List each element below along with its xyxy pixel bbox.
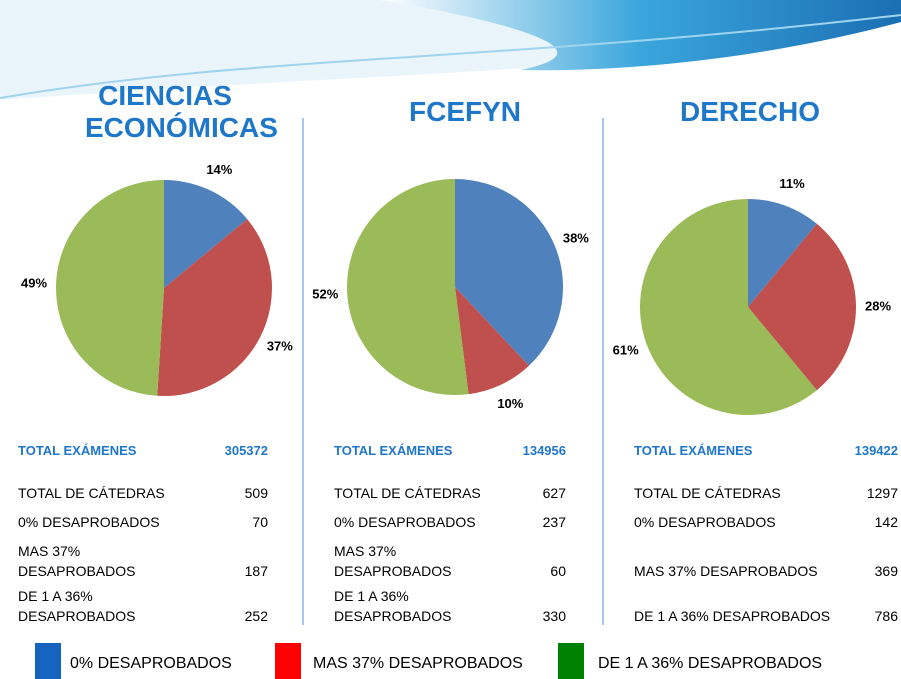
table-total: 139422 xyxy=(854,443,898,458)
table-header: TOTAL EXÁMENES xyxy=(334,443,453,458)
row-label: 0% DESAPROBADOS xyxy=(18,514,160,530)
row-label: TOTAL DE CÁTEDRAS xyxy=(634,485,781,501)
chart-title: DERECHO xyxy=(679,96,820,127)
row-value: 60 xyxy=(550,563,566,579)
legend-label: 0% DESAPROBADOS xyxy=(70,655,232,672)
row-label: MAS 37% DESAPROBADOS xyxy=(18,543,136,579)
row-value: 330 xyxy=(542,608,566,624)
header-line xyxy=(0,14,901,99)
pie-slice xyxy=(748,223,857,391)
legend-swatch xyxy=(35,643,61,679)
row-value: 509 xyxy=(244,485,268,501)
row-label: TOTAL DE CÁTEDRAS xyxy=(18,485,165,501)
data-label: 10% xyxy=(497,396,523,411)
data-label: 52% xyxy=(312,287,338,302)
pie-slice xyxy=(455,179,564,366)
pie-slice xyxy=(748,199,817,307)
row-value: 187 xyxy=(244,563,268,579)
table-total: 134956 xyxy=(522,443,566,458)
legend-swatch xyxy=(558,643,584,679)
row-value: 627 xyxy=(542,485,566,501)
pie-slice xyxy=(55,180,165,396)
row-value: 70 xyxy=(252,514,268,530)
row-label: DE 1 A 36% DESAPROBADOS xyxy=(634,608,831,624)
legend-label: MAS 37% DESAPROBADOS xyxy=(313,655,523,672)
legend-swatch xyxy=(275,643,301,679)
table-total: 305372 xyxy=(224,443,268,458)
data-label: 38% xyxy=(563,231,589,246)
pie-slice xyxy=(640,199,817,415)
table-header: TOTAL EXÁMENES xyxy=(634,443,753,458)
pie-slice xyxy=(157,219,273,396)
pie-slice xyxy=(346,179,469,395)
data-label: 11% xyxy=(779,176,805,191)
row-value: 142 xyxy=(874,514,898,530)
pie-slice xyxy=(164,180,248,288)
row-value: 252 xyxy=(244,608,268,624)
row-value: 786 xyxy=(874,608,898,624)
header-wave xyxy=(380,0,901,71)
row-value: 237 xyxy=(542,514,566,530)
row-label: MAS 37% DESAPROBADOS xyxy=(334,543,452,579)
row-value: 1297 xyxy=(866,485,898,501)
row-label: 0% DESAPROBADOS xyxy=(334,514,476,530)
data-label: 61% xyxy=(613,342,639,357)
data-label: 14% xyxy=(206,162,232,177)
data-label: 49% xyxy=(21,275,47,290)
row-label: DE 1 A 36% DESAPROBADOS xyxy=(18,588,136,624)
pie-slice xyxy=(455,287,529,395)
data-label: 37% xyxy=(267,338,293,353)
row-label: DE 1 A 36% DESAPROBADOS xyxy=(334,588,452,624)
chart-title: FCEFYN xyxy=(409,96,521,127)
row-label: TOTAL DE CÁTEDRAS xyxy=(334,485,481,501)
row-value: 369 xyxy=(874,563,898,579)
table-header: TOTAL EXÁMENES xyxy=(18,443,137,458)
row-label: 0% DESAPROBADOS xyxy=(634,514,776,530)
data-label: 28% xyxy=(865,298,891,313)
legend-label: DE 1 A 36% DESAPROBADOS xyxy=(598,655,823,672)
chart-title: CIENCIAS ECONÓMICAS xyxy=(85,80,278,143)
row-label: MAS 37% DESAPROBADOS xyxy=(634,563,818,579)
